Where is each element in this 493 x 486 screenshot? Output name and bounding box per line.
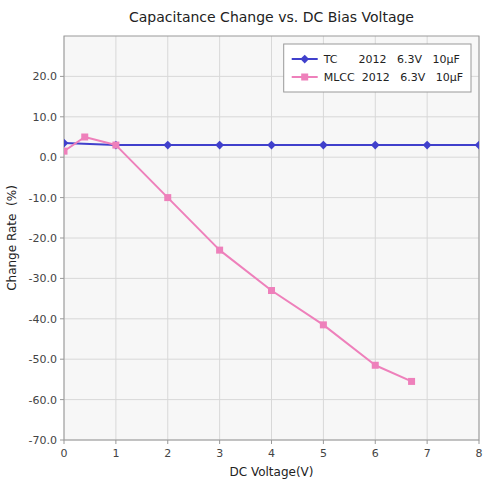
axes: 0 1 2 3 4 5 6 7 8 -70.0 -60.0 -50.0 -40.0 -30.0 -20.0 -…: [29, 70, 483, 460]
grid-line-y: [64, 238, 479, 239]
series-marker: [215, 141, 224, 150]
series-marker: [475, 141, 479, 150]
y-tick: [60, 238, 64, 239]
series-marker: [163, 141, 172, 150]
legend-label: MLCC 2012 6.3V 10μF: [324, 71, 463, 84]
x-tick: [375, 440, 376, 444]
plot-frame: [64, 36, 479, 440]
legend-box: [284, 44, 471, 92]
x-tick-label: 4: [268, 447, 275, 460]
legend-swatch-marker: [300, 55, 309, 64]
y-tick-label: 10.0: [33, 111, 58, 124]
grid-line-y: [64, 278, 479, 279]
series-marker: [371, 141, 380, 150]
x-tick: [479, 440, 480, 444]
y-tick-label: 20.0: [33, 70, 58, 83]
y-tick: [60, 399, 64, 400]
y-tick: [60, 197, 64, 198]
legend-label: TC 2012 6.3V 10μF: [323, 53, 460, 66]
x-tick-label: 0: [61, 447, 68, 460]
y-tick-label: -40.0: [29, 313, 57, 326]
y-tick-label: -70.0: [29, 434, 57, 447]
series-marker: [216, 247, 223, 254]
plot-background: [64, 36, 479, 440]
grid-line-y: [64, 399, 479, 400]
x-tick: [271, 440, 272, 444]
series-marker: [372, 362, 379, 369]
series-marker: [320, 321, 327, 328]
series-marker: [81, 134, 88, 141]
series-marker: [64, 148, 68, 155]
x-tick: [64, 440, 65, 444]
y-axis-label: Change Rate (%): [5, 185, 19, 291]
y-tick: [60, 318, 64, 319]
y-tick-label: 0.0: [40, 151, 58, 164]
series-marker: [319, 141, 328, 150]
y-tick-label: -30.0: [29, 272, 57, 285]
y-tick-label: -50.0: [29, 353, 57, 366]
x-tick: [115, 440, 116, 444]
y-tick-label: -60.0: [29, 394, 57, 407]
y-tick-label: -10.0: [29, 192, 57, 205]
grid: [64, 36, 479, 440]
grid-line-y: [64, 197, 479, 198]
y-tick: [60, 116, 64, 117]
series-marker: [164, 194, 171, 201]
x-tick-label: 1: [112, 447, 119, 460]
x-tick-label: 2: [164, 447, 171, 460]
chart-svg: 0 1 2 3 4 5 6 7 8 -70.0 -60.0 -50.0 -40.0 -30.0 -20.0 -…: [0, 0, 493, 486]
series-marker: [408, 378, 415, 385]
series-marker: [112, 141, 121, 150]
legend: TC 2012 6.3V 10μF MLCC 2012 6.3V 10μF: [284, 44, 471, 92]
x-tick: [427, 440, 428, 444]
series-marker: [112, 142, 119, 149]
series-marker: [267, 141, 276, 150]
y-tick: [60, 359, 64, 360]
series-marker: [423, 141, 432, 150]
grid-line-y: [64, 359, 479, 360]
y-tick: [60, 76, 64, 77]
grid-line-y: [64, 116, 479, 117]
legend-swatch-marker: [301, 74, 308, 81]
x-tick-label: 5: [320, 447, 327, 460]
series-marker: [64, 139, 68, 148]
x-axis-label: DC Voltage(V): [229, 465, 313, 479]
x-tick: [323, 440, 324, 444]
y-tick: [60, 440, 64, 441]
series-line: [64, 137, 412, 381]
x-tick: [219, 440, 220, 444]
series-marker: [268, 287, 275, 294]
y-tick: [60, 157, 64, 158]
data-layer: [64, 134, 479, 385]
x-tick-label: 6: [372, 447, 379, 460]
x-tick: [167, 440, 168, 444]
y-tick-label: -20.0: [29, 232, 57, 245]
x-tick-label: 8: [476, 447, 483, 460]
x-tick-label: 7: [424, 447, 431, 460]
x-tick-label: 3: [216, 447, 223, 460]
chart-title: Capacitance Change vs. DC Bias Voltage: [129, 9, 414, 25]
y-tick: [60, 278, 64, 279]
chart-container: 0 1 2 3 4 5 6 7 8 -70.0 -60.0 -50.0 -40.0 -30.0 -20.0 -…: [0, 0, 493, 486]
grid-line-y: [64, 318, 479, 319]
